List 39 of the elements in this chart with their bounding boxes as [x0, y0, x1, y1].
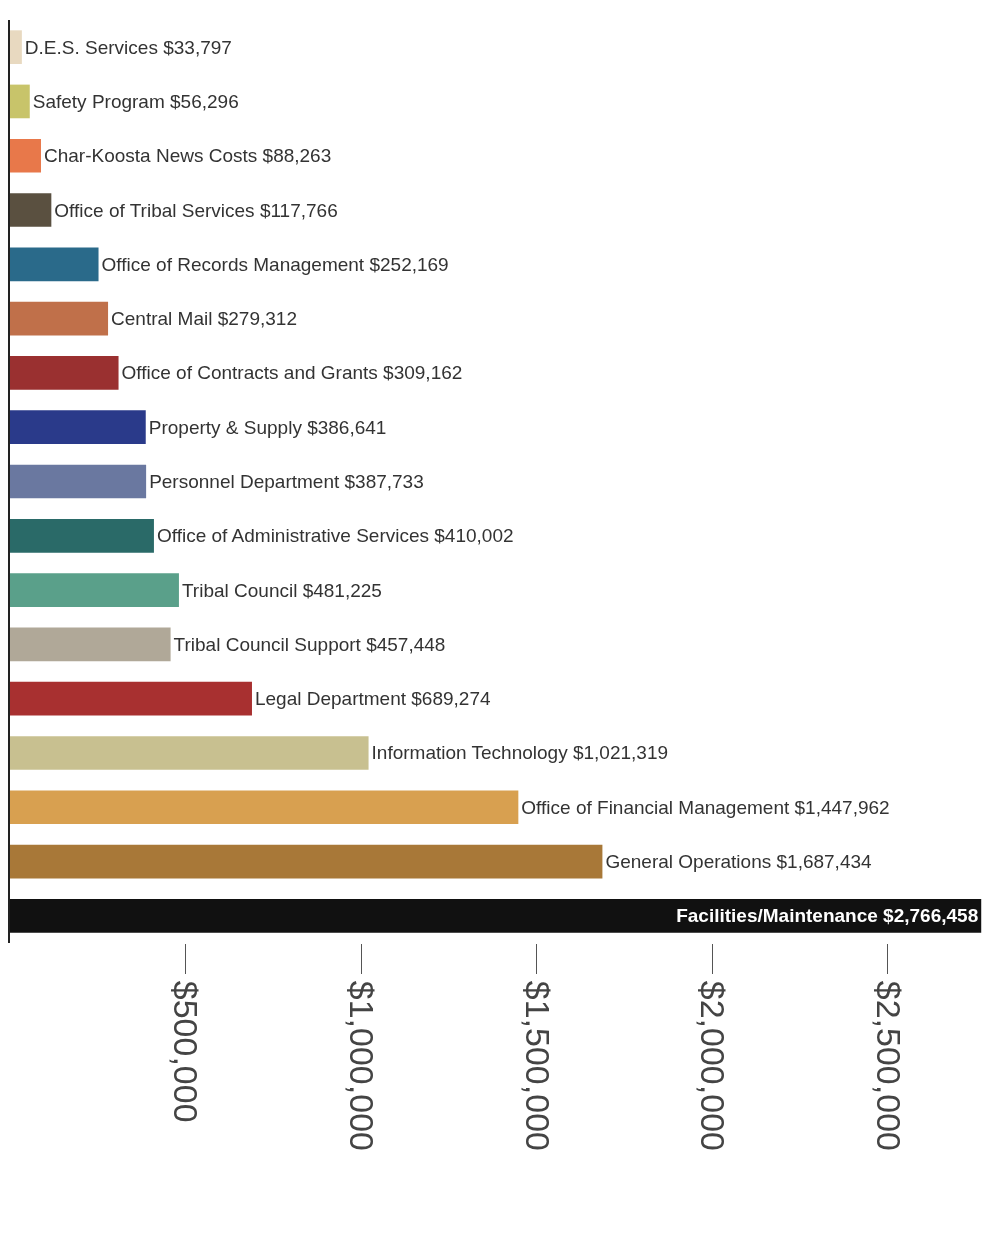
bar	[10, 84, 30, 119]
bar	[10, 681, 252, 716]
bar	[10, 356, 119, 390]
category-label: Tribal Council Support $457,448	[173, 633, 446, 655]
bar	[10, 30, 22, 64]
x-tick-label: $1,500,000	[518, 980, 557, 1151]
bar	[10, 464, 147, 499]
bar	[10, 138, 41, 173]
x-tick-label: $500,000	[167, 980, 206, 1123]
category-label: Legal Department $689,274	[254, 688, 491, 710]
bar	[10, 247, 99, 282]
category-label: Facilities/Maintenance $2,766,458	[676, 905, 979, 927]
bar	[10, 573, 179, 607]
category-label: Property & Supply $386,641	[148, 416, 387, 438]
category-label: Office of Contracts and Grants $309,162	[121, 362, 463, 384]
category-label: D.E.S. Services $33,797	[24, 36, 232, 58]
bar	[10, 899, 982, 933]
x-tick-label: $2,000,000	[694, 980, 733, 1151]
bar	[10, 844, 603, 879]
category-label: Personnel Department $387,733	[149, 471, 424, 492]
category-label: Office of Financial Management $1,447,962	[521, 796, 890, 818]
category-label: Safety Program $56,296	[32, 90, 239, 112]
category-label: Office of Administrative Services $410,002	[156, 525, 514, 547]
bar	[10, 518, 154, 553]
category-label: General Operations $1,687,434	[605, 851, 872, 873]
bar	[10, 301, 109, 336]
x-tick-label: $2,500,000	[869, 980, 908, 1151]
bar	[10, 790, 519, 825]
category-label: Char-Koosta News Costs $88,263	[43, 145, 332, 167]
category-label: Tribal Council $481,225	[181, 579, 382, 601]
category-label: Office of Tribal Services $117,766	[54, 199, 338, 221]
x-tick-label: $1,000,000	[343, 980, 382, 1151]
bar	[10, 410, 146, 445]
bar	[10, 627, 171, 662]
bar	[10, 736, 369, 770]
category-label: Central Mail $279,312	[111, 308, 297, 330]
category-label: Office of Records Management $252,169	[101, 253, 449, 275]
bar	[10, 193, 52, 227]
category-label: Information Technology $1,021,319	[371, 742, 669, 764]
